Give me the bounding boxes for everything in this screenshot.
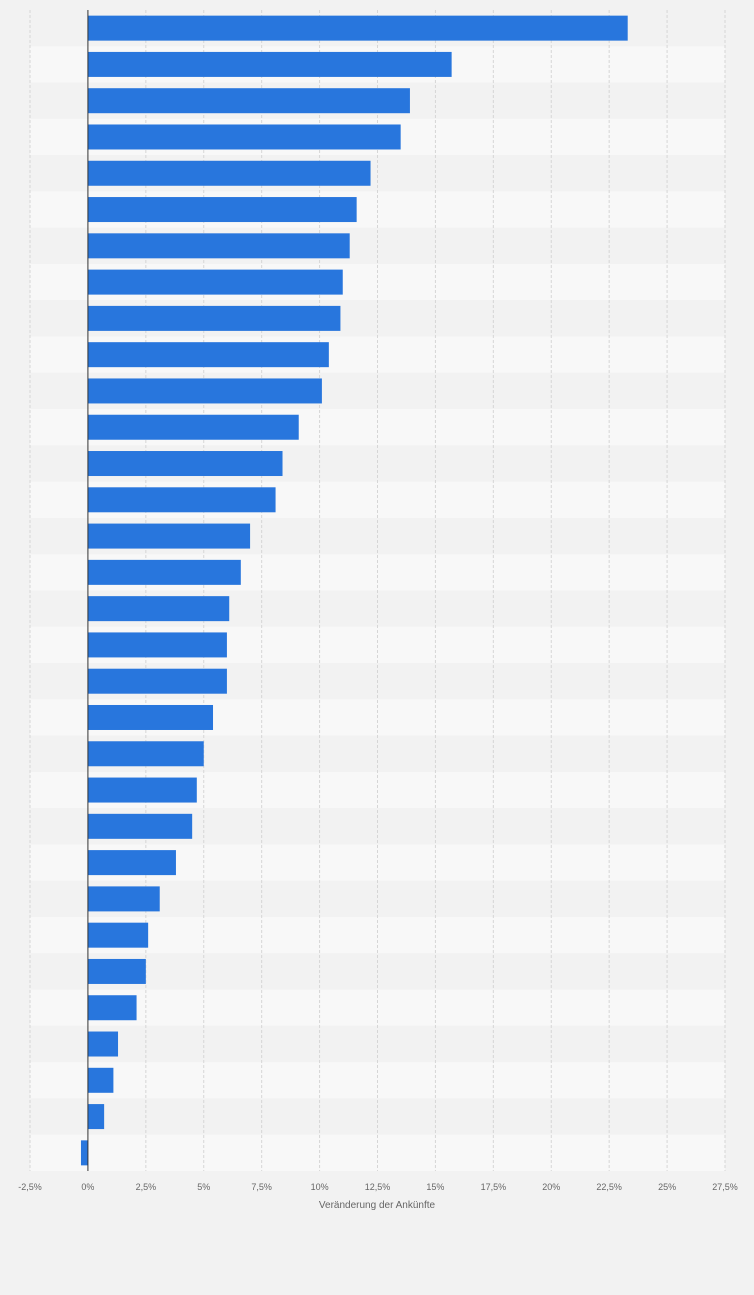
bar[interactable] (80, 1140, 88, 1166)
bar[interactable] (87, 850, 176, 876)
bar[interactable] (87, 451, 283, 477)
x-tick-label: 12,5% (365, 1182, 391, 1192)
bar[interactable] (87, 995, 137, 1021)
x-tick-label: 0% (81, 1182, 94, 1192)
bar[interactable] (87, 741, 204, 767)
bar[interactable] (87, 704, 214, 730)
bar[interactable] (87, 233, 350, 259)
bar[interactable] (87, 958, 146, 984)
bar[interactable] (87, 269, 343, 295)
bar[interactable] (87, 886, 160, 912)
bar[interactable] (87, 1104, 105, 1130)
x-tick-label: 5% (197, 1182, 210, 1192)
bar[interactable] (87, 922, 149, 948)
bar[interactable] (87, 813, 193, 839)
x-tick-label: 25% (658, 1182, 676, 1192)
bar[interactable] (87, 632, 227, 658)
x-tick-label: 22,5% (596, 1182, 622, 1192)
bar[interactable] (87, 777, 197, 803)
x-tick-label: 10% (311, 1182, 329, 1192)
x-tick-label: 2,5% (136, 1182, 157, 1192)
x-tick-label: 17,5% (481, 1182, 507, 1192)
bar[interactable] (87, 668, 227, 694)
x-axis-label: Veränderung der Ankünfte (319, 1200, 436, 1211)
bar[interactable] (87, 1067, 114, 1093)
x-tick-label: 15% (426, 1182, 444, 1192)
bar[interactable] (87, 51, 452, 77)
x-tick-label: 7,5% (251, 1182, 272, 1192)
bar[interactable] (87, 124, 401, 150)
bar[interactable] (87, 523, 251, 549)
grid-lines (29, 10, 726, 1171)
x-tick-label: -2,5% (18, 1182, 42, 1192)
x-tick-label: 27,5% (712, 1182, 738, 1192)
bar[interactable] (87, 487, 276, 513)
bar[interactable] (87, 378, 322, 404)
x-tick-label: 20% (542, 1182, 560, 1192)
bar[interactable] (87, 160, 371, 186)
bar[interactable] (87, 15, 628, 41)
bar[interactable] (87, 596, 230, 622)
bar[interactable] (87, 305, 341, 331)
bar[interactable] (87, 559, 241, 585)
bar[interactable] (87, 88, 410, 114)
bars (80, 15, 628, 1166)
bar[interactable] (87, 414, 299, 440)
bar[interactable] (87, 342, 329, 368)
x-tick-labels: -2,5% 0% 2,5% 5% 7,5% 10% 12,5% 15% 17,5% 20% 22,5… (18, 1182, 738, 1192)
bar[interactable] (87, 197, 357, 223)
bar[interactable] (87, 1031, 119, 1057)
